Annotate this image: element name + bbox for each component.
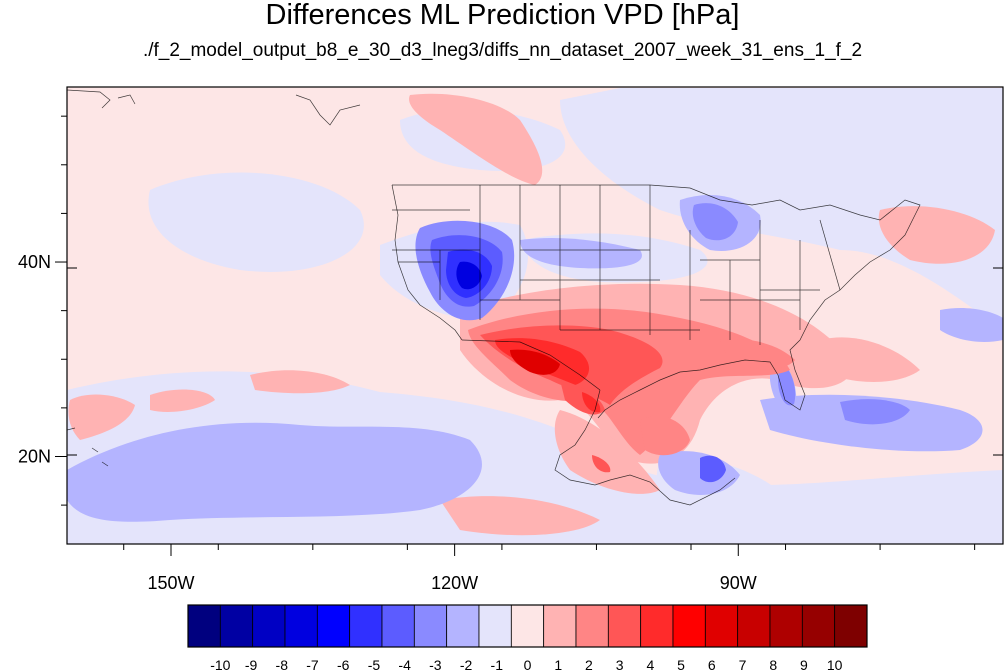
colorbar-swatch	[252, 604, 286, 648]
longitude-axis: 150W 120W 90W	[123, 544, 976, 593]
colorbar-label: -2	[460, 657, 473, 672]
colorbar-swatch	[607, 604, 642, 648]
colorbar-swatch	[349, 604, 383, 648]
colorbar-label: -7	[306, 657, 319, 672]
colorbar-swatch	[543, 604, 577, 648]
colorbar-swatch	[187, 604, 221, 648]
colorbar-label: -10	[210, 657, 230, 672]
colorbar-swatch	[769, 604, 803, 648]
colorbar-swatch	[704, 604, 739, 648]
colorbar-label: 7	[739, 657, 747, 672]
colorbar-label: -4	[398, 657, 411, 672]
colorbar-swatch	[413, 604, 448, 648]
colorbar-swatch	[834, 604, 868, 648]
colorbar-swatch	[575, 604, 609, 648]
colorbar-swatch	[381, 604, 415, 648]
colorbar-swatch	[510, 604, 545, 648]
colorbar-swatch	[446, 604, 480, 648]
chart-subtitle: ./f_2_model_output_b8_e_30_d3_lneg3/diff…	[142, 40, 863, 61]
lon-tick-label: 150W	[147, 573, 194, 593]
latitude-axis: 40N 20N	[18, 115, 67, 506]
colorbar-label: 0	[524, 657, 532, 672]
colorbar-label: 10	[827, 657, 843, 672]
colorbar-label: -5	[368, 657, 381, 672]
lat-tick-label: 40N	[18, 252, 51, 272]
colorbar-label: 2	[585, 657, 593, 672]
colorbar-label: 1	[554, 657, 562, 672]
colorbar-label: -3	[429, 657, 442, 672]
colorbar-swatch	[801, 604, 836, 648]
boundary-lines	[67, 89, 921, 506]
colorbar-label: 4	[646, 657, 654, 672]
colorbar-label: 8	[769, 657, 777, 672]
colorbar-swatch	[284, 604, 318, 648]
map-frame	[66, 86, 1004, 545]
colorbar-swatch	[737, 604, 771, 648]
colorbar-swatch	[219, 604, 254, 648]
colorbar: -10 -9 -8 -7 -6 -5 -4 -3 -2 -1 0 1 2 3 4 5 6 7 8 9 10	[187, 604, 868, 672]
colorbar-swatch	[316, 604, 351, 648]
lat-tick-label: 20N	[18, 446, 51, 466]
colorbar-label: 6	[708, 657, 716, 672]
lon-tick-label: 90W	[720, 573, 757, 593]
colorbar-swatch	[640, 604, 674, 648]
anomaly-fill-minus-3-to-5	[415, 203, 910, 483]
colorbar-frame	[187, 604, 868, 648]
colorbar-label: 9	[800, 657, 808, 672]
colorbar-label: -9	[245, 657, 258, 672]
colorbar-label: -8	[276, 657, 289, 672]
colorbar-swatch	[478, 604, 512, 648]
anomaly-fill-plus-2-to-7	[468, 308, 795, 473]
lon-tick-label: 120W	[431, 573, 478, 593]
colorbar-swatch	[672, 604, 706, 648]
chart-title: Differences ML Prediction VPD [hPa]	[265, 0, 740, 31]
colorbar-label: -1	[491, 657, 504, 672]
map-frame-ticks	[67, 267, 1003, 456]
map-plot-area	[67, 87, 1003, 544]
colorbar-label: -6	[337, 657, 350, 672]
colorbar-label: 3	[616, 657, 624, 672]
colorbar-label: 5	[677, 657, 685, 672]
